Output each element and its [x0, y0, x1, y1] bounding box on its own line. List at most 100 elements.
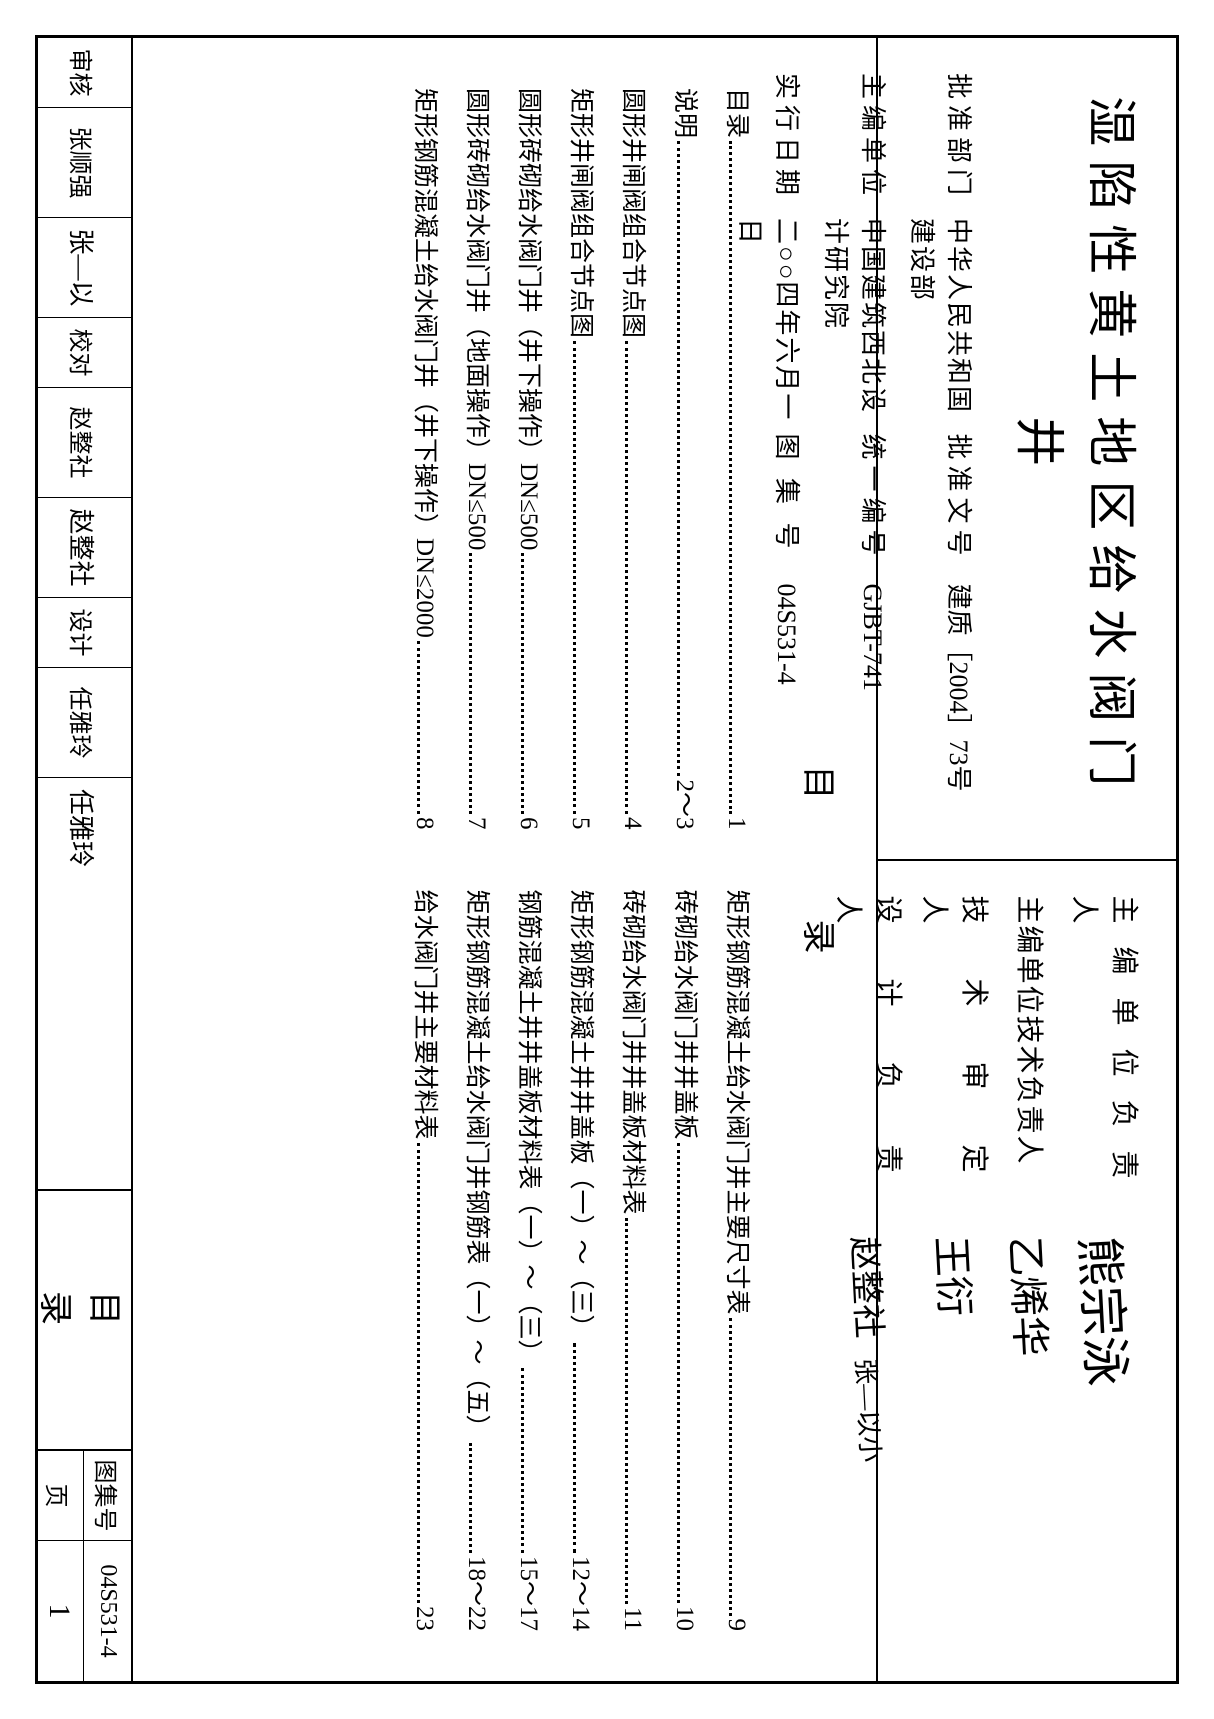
signature: 熊宗泳	[1066, 1234, 1146, 1388]
info-editor-unit: 主编单位 中国建筑西北设计研究院 统一编号 GJBT-741	[819, 73, 893, 824]
toc-leader-dots	[573, 1343, 576, 1553]
toc-entry-page: 18～22	[461, 1556, 497, 1631]
footer-pageinfo: 图集号 04S531-4 页 1	[35, 1451, 131, 1681]
check-label: 校对	[35, 318, 131, 388]
toc-entry-label: 矩形钢筋混凝土井井盖板（一）～（三）	[565, 890, 601, 1340]
atlas-label: 图集号	[83, 1451, 131, 1541]
toc-entry: 圆形砖砌给水阀门井（井下操作）DN≤500 6	[513, 88, 549, 830]
toc-leader-dots	[573, 341, 576, 814]
toc-leader-dots	[469, 553, 472, 814]
toc-entry: 说明 2～3	[669, 88, 705, 830]
toc-entry-page: 2～3	[669, 779, 705, 829]
signer-row: 主编单位技术负责人 乙烯华	[1002, 896, 1060, 1647]
toc-entry: 砖砌给水阀门井井盖板材料表 11	[617, 890, 653, 1632]
review-name: 张顺强	[35, 108, 131, 218]
signature: 乙烯华	[999, 1234, 1063, 1357]
document-title: 湿陷性黄土地区给水阀门井	[1007, 73, 1151, 824]
header-left: 湿陷性黄土地区给水阀门井 批准部门 中华人民共和国建设部 批准文号 建质［200…	[878, 38, 1176, 861]
footer: 审核 张顺强 张—以 校对 赵整社 赵整社 设计 任雅玲 任雅玲 目录 图集号 …	[35, 38, 133, 1681]
toc-entry-label: 圆形砖砌给水阀门井（地面操作）DN≤500	[461, 88, 497, 550]
toc-entry-label: 圆形砖砌给水阀门井（井下操作）DN≤500	[513, 88, 549, 550]
label: 批准部门	[942, 73, 979, 218]
toc-entry: 矩形钢筋混凝土给水阀门井主要尺寸表 9	[721, 890, 757, 1632]
toc-entry-label: 目录	[721, 88, 757, 138]
toc-entry: 给水阀门井主要材料表23	[409, 890, 445, 1632]
review-label: 审核	[35, 38, 131, 108]
toc-leader-dots	[521, 1368, 524, 1553]
toc-leader-dots	[677, 1143, 680, 1603]
toc-entry-page: 4	[618, 817, 646, 830]
page-no: 1	[35, 1541, 83, 1681]
footer-sign-grid: 审核 张顺强 张—以 校对 赵整社 赵整社 设计 任雅玲 任雅玲	[35, 38, 131, 1191]
toc-entry-page: 6	[514, 817, 542, 830]
toc-entry-label: 矩形钢筋混凝土给水阀门井主要尺寸表	[721, 890, 757, 1315]
toc-entry-page: 1	[722, 817, 750, 830]
toc-entry-page: 7	[462, 817, 490, 830]
toc-leader-dots	[469, 1443, 472, 1553]
signer-row: 主 编 单 位 负 责 人 熊宗泳	[1066, 896, 1146, 1647]
toc-columns: 目录 1 说明 2～3 圆形井闸阀组合节点图 4 矩形井闸阀组合节点图5 圆形砖砌给水阀门井（…	[393, 88, 757, 1631]
value: GJBT-741	[857, 584, 887, 824]
design-label: 设计	[35, 598, 131, 668]
toc-entry-label: 砖砌给水阀门井井盖板	[669, 890, 705, 1140]
toc-entry-page: 12～14	[565, 1556, 601, 1631]
page-frame: 湿陷性黄土地区给水阀门井 批准部门 中华人民共和国建设部 批准文号 建质［200…	[35, 35, 1179, 1684]
label: 主 编 单 位 负 责 人	[1066, 896, 1146, 1236]
toc-entry: 矩形钢筋混凝土给水阀门井钢筋表（一）～（五） 18～22	[461, 890, 497, 1632]
toc-entry: 矩形井闸阀组合节点图5	[565, 88, 601, 830]
page-label: 页	[35, 1451, 83, 1541]
toc-left-column: 目录 1 说明 2～3 圆形井闸阀组合节点图 4 矩形井闸阀组合节点图5 圆形砖砌给水阀门井（…	[393, 88, 757, 830]
label: 主编单位	[856, 73, 893, 218]
value: 建质［2004］73号	[942, 584, 979, 824]
footer-title: 目录	[35, 1191, 131, 1451]
review-signature: 张—以	[35, 218, 131, 318]
label: 统一编号	[856, 434, 893, 584]
toc-entry: 目录 1	[721, 88, 757, 830]
value: 中国建筑西北设计研究院	[819, 218, 893, 434]
signature: 张—以小	[849, 1357, 891, 1463]
toc-leader-dots	[417, 641, 420, 814]
label: 图 集 号	[770, 434, 807, 584]
signature: 赵整社	[843, 1234, 897, 1338]
label: 批准文号	[942, 434, 979, 584]
toc-entry: 钢筋混凝土井井盖板材料表（一）～（三） 15～17	[513, 890, 549, 1632]
check-name: 赵整社	[35, 388, 131, 498]
design-name: 任雅玲	[35, 668, 131, 778]
value: 中华人民共和国建设部	[905, 218, 979, 434]
atlas-no: 04S531-4	[83, 1541, 131, 1681]
toc-leader-dots	[521, 553, 524, 814]
toc-leader-dots	[625, 341, 628, 814]
signature: 王衍	[925, 1234, 987, 1317]
toc-entry-label: 矩形钢筋混凝土给水阀门井钢筋表（一）～（五）	[461, 890, 497, 1440]
toc-entry-label: 矩形井闸阀组合节点图	[565, 88, 601, 338]
toc-leader-dots	[677, 141, 680, 776]
toc-leader-dots	[729, 1318, 732, 1616]
toc-entry-page: 8	[410, 817, 438, 830]
header-signers: 主 编 单 位 负 责 人 熊宗泳 主编单位技术负责人 乙烯华 技 术 审 定 …	[878, 861, 1176, 1682]
toc-entry: 圆形砖砌给水阀门井（地面操作）DN≤500 7	[461, 88, 497, 830]
toc-leader-dots	[729, 141, 732, 814]
toc-leader-dots	[417, 1143, 420, 1603]
toc-entry-label: 说明	[669, 88, 705, 138]
toc-entry-label: 钢筋混凝土井井盖板材料表（一）～（三）	[513, 890, 549, 1365]
signer-row: 技 术 审 定 人 王衍	[916, 896, 996, 1647]
toc-entry-page: 15～17	[513, 1556, 549, 1631]
toc-entry: 矩形钢筋混凝土给水阀门井（井下操作）DN≤2000 8	[409, 88, 445, 830]
design-signature: 任雅玲	[35, 778, 131, 878]
label: 主编单位技术负责人	[1011, 896, 1051, 1236]
toc-entry-label: 砖砌给水阀门井井盖板材料表	[617, 890, 653, 1215]
toc-entry-page: 11	[618, 1607, 646, 1631]
toc-entry-label: 矩形钢筋混凝土给水阀门井（井下操作）DN≤2000	[409, 88, 445, 638]
toc-leader-dots	[625, 1218, 628, 1604]
header: 湿陷性黄土地区给水阀门井 批准部门 中华人民共和国建设部 批准文号 建质［200…	[876, 38, 1176, 1681]
toc-entry: 圆形井闸阀组合节点图 4	[617, 88, 653, 830]
info-approve-dept: 批准部门 中华人民共和国建设部 批准文号 建质［2004］73号	[905, 73, 979, 824]
label: 实行日期	[770, 73, 807, 218]
toc-entry-page: 23	[410, 1606, 438, 1631]
toc-right-column: 矩形钢筋混凝土给水阀门井主要尺寸表9砖砌给水阀门井井盖板10砖砌给水阀门井井盖板…	[393, 890, 757, 1632]
toc-entry-label: 圆形井闸阀组合节点图	[617, 88, 653, 338]
toc-entry-page: 10	[670, 1606, 698, 1631]
label: 技 术 审 定 人	[916, 896, 996, 1236]
toc-entry-page: 9	[722, 1619, 750, 1632]
toc-entry: 砖砌给水阀门井井盖板 10	[669, 890, 705, 1632]
